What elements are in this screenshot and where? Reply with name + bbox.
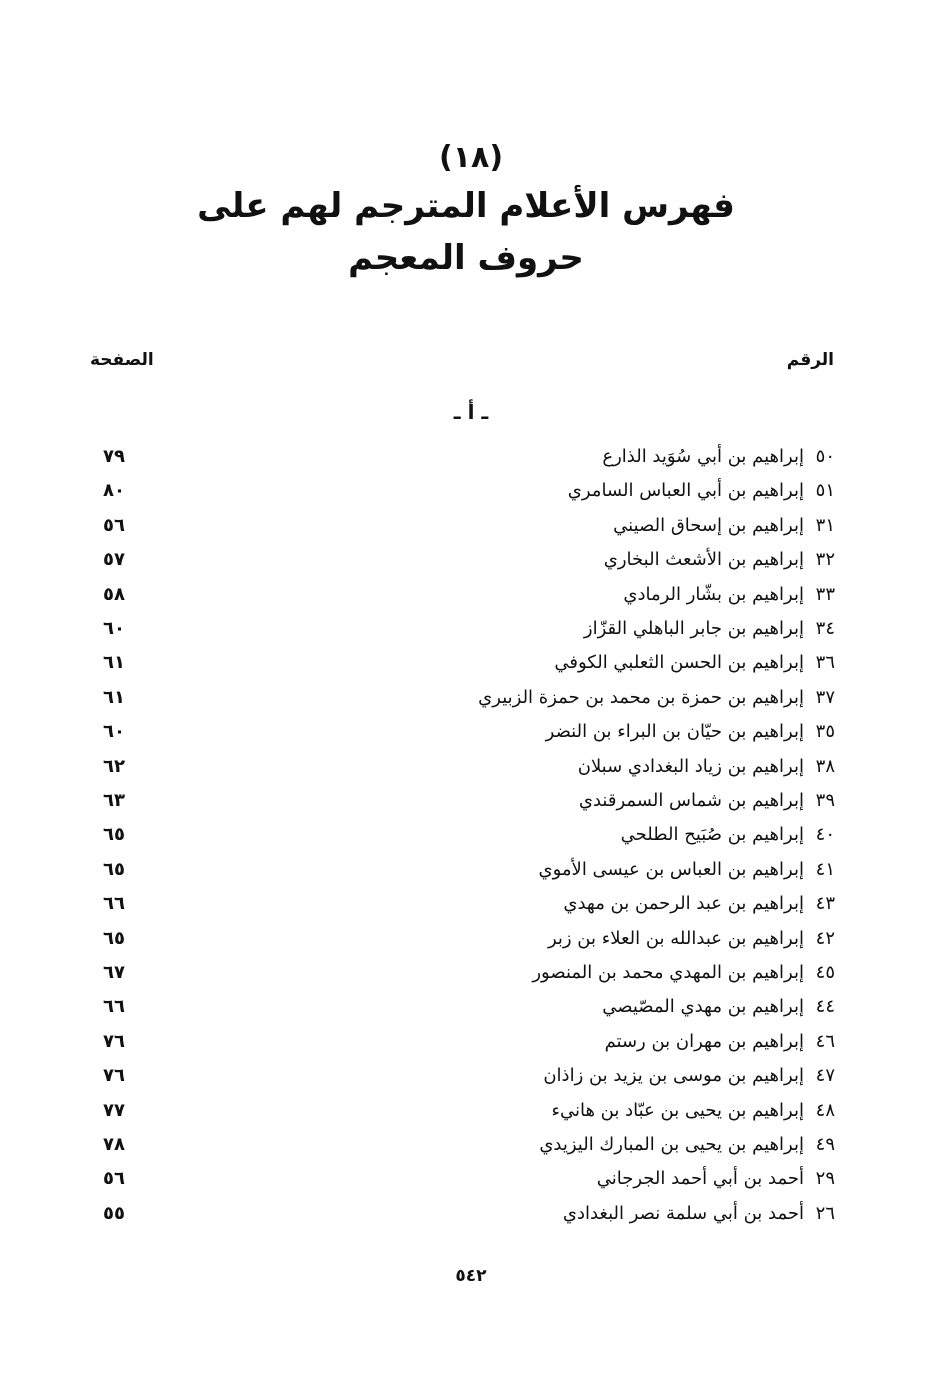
entry-number: ٣٦ [815,652,835,674]
entry-page: ٦٥ [103,858,125,880]
entry-page: ٦٦ [103,893,125,915]
entry-name: إبراهيم بن زياد البغدادي سبلان [577,755,804,777]
entry-page: ٧٨ [103,1134,125,1155]
entry-number: ٣٤ [815,618,835,639]
index-entry: ٣٥ إبراهيم بن حيّان بن البراء بن النضر ٦٠ [0,721,942,755]
entry-page: ٥٨ [103,583,125,605]
index-entry: ٣٣ إبراهيم بن بشّار الرمادي ٥٨ [0,584,942,618]
page-number: ٥٤٢ [455,1266,487,1286]
column-header-number: الرقم [786,350,834,370]
entry-number: ٥٠ [815,446,835,467]
entry-name: إبراهيم بن يحيى بن المبارك اليزيدي [539,1134,804,1155]
section-letter: ـ أ ـ [453,400,489,424]
index-entry: ٤٩ إبراهيم بن يحيى بن المبارك اليزيدي ٧٨ [0,1134,942,1168]
index-entry: ٥٠ إبراهيم بن أبي سُوَيد الذارع ٧٩ [0,446,942,480]
index-entry: ٣٢ إبراهيم بن الأشعث البخاري ٥٧ [0,549,942,583]
entry-number: ٤٢ [815,927,835,949]
entry-name: إبراهيم بن الأشعث البخاري [603,549,804,571]
entry-name: إبراهيم بن أبي العباس السامري [567,480,804,502]
entry-name: إبراهيم بن مهران بن رستم [604,1030,804,1052]
entry-page: ٦٦ [103,996,125,1018]
entry-name: إبراهيم بن شماس السمرقندي [578,790,804,811]
index-title: فهرس الأعلام المترجم لهم على [197,186,735,226]
index-entry: ٤٤ إبراهيم بن مهدي المصّيصي ٦٦ [0,996,942,1030]
entry-name: أحمد بن أبي أحمد الجرجاني [596,1168,804,1190]
entry-number: ٣٥ [815,721,835,743]
entry-number: ٤٣ [815,893,835,915]
entry-page: ٦٥ [103,927,125,949]
entry-page: ٦١ [103,652,125,674]
entry-name: إبراهيم بن المهدي محمد بن المنصور [532,962,804,983]
entry-number: ٣٧ [815,686,835,708]
entry-number: ٢٦ [815,1202,835,1224]
entry-number: ٣٢ [815,549,835,571]
entry-name: إبراهيم بن حمزة بن محمد بن حمزة الزبيري [478,686,804,708]
index-entry: ٢٦ أحمد بن أبي سلمة نصر البغدادي ٥٥ [0,1203,942,1237]
entry-page: ٦٧ [103,962,125,983]
column-header-page: الصفحة [90,350,154,370]
entry-page: ٥٥ [103,1202,125,1224]
entry-page: ٨٠ [103,480,125,502]
entry-page: ٧٧ [103,1099,125,1121]
entry-number: ٥١ [815,480,835,502]
entry-number: ٢٩ [815,1168,835,1190]
entry-number: ٣٣ [815,583,835,605]
index-entry: ٣٨ إبراهيم بن زياد البغدادي سبلان ٦٢ [0,756,942,790]
entry-page: ٦٥ [103,824,125,846]
index-entry: ٤٨ إبراهيم بن يحيى بن عبّاد بن هانيء ٧٧ [0,1100,942,1134]
index-entry: ٥١ إبراهيم بن أبي العباس السامري ٨٠ [0,480,942,514]
entry-name: إبراهيم بن أبي سُوَيد الذارع [602,446,804,467]
entry-page: ٦٢ [103,755,125,777]
entry-name: إبراهيم بن جابر الباهلي القزّاز [583,618,804,639]
entry-number: ٤٩ [815,1134,835,1155]
entry-name: إبراهيم بن عبد الرحمن بن مهدي [563,893,804,915]
entry-number: ٣١ [815,514,835,536]
entry-number: ٤٦ [815,1030,835,1052]
entry-number: ٤٨ [815,1099,835,1121]
entry-number: ٣٩ [815,790,835,811]
index-entry: ٤٣ إبراهيم بن عبد الرحمن بن مهدي ٦٦ [0,893,942,927]
entry-name: إبراهيم بن بشّار الرمادي [623,583,804,605]
entry-name: إبراهيم بن حيّان بن البراء بن النضر [545,721,804,743]
entry-page: ٦٠ [103,721,125,743]
entry-number: ٤٧ [815,1065,835,1087]
index-entry: ٤٢ إبراهيم بن عبدالله بن العلاء بن زبر ٦٥ [0,928,942,962]
entry-name: إبراهيم بن مهدي المصّيصي [602,996,804,1018]
entry-name: أحمد بن أبي سلمة نصر البغدادي [562,1202,804,1224]
index-entry: ٤١ إبراهيم بن العباس بن عيسى الأموي ٦٥ [0,859,942,893]
entry-page: ٥٦ [103,514,125,536]
entry-page: ٧٩ [103,446,125,467]
entry-number: ٤١ [815,858,835,880]
index-entry: ٣١ إبراهيم بن إسحاق الصيني ٥٦ [0,515,942,549]
entry-page: ٦٠ [103,618,125,639]
entry-number: ٤٥ [815,962,835,983]
entry-name: إبراهيم بن إسحاق الصيني [613,514,804,536]
entry-page: ٥٦ [103,1168,125,1190]
index-entry: ٢٩ أحمد بن أبي أحمد الجرجاني ٥٦ [0,1168,942,1202]
entry-page: ٦١ [103,686,125,708]
entry-name: إبراهيم بن عبدالله بن العلاء بن زبر [547,927,804,949]
entry-page: ٦٣ [103,790,125,811]
index-entry: ٣٦ إبراهيم بن الحسن الثعلبي الكوفي ٦١ [0,652,942,686]
index-number: (١٨) [438,140,504,175]
index-entry: ٣٤ إبراهيم بن جابر الباهلي القزّاز ٦٠ [0,618,942,652]
entry-name: إبراهيم بن موسى بن يزيد بن زاذان [543,1065,804,1087]
index-entry: ٤٧ إبراهيم بن موسى بن يزيد بن زاذان ٧٦ [0,1065,942,1099]
entry-page: ٧٦ [103,1030,125,1052]
index-entry: ٤٦ إبراهيم بن مهران بن رستم ٧٦ [0,1031,942,1065]
index-entry: ٤٠ إبراهيم بن صُبَيح الطلحي ٦٥ [0,824,942,858]
index-entry: ٣٩ إبراهيم بن شماس السمرقندي ٦٣ [0,790,942,824]
entry-page: ٧٦ [103,1065,125,1087]
index-entry: ٣٧ إبراهيم بن حمزة بن محمد بن حمزة الزبير… [0,687,942,721]
entry-name: إبراهيم بن يحيى بن عبّاد بن هانيء [551,1099,804,1121]
entry-page: ٥٧ [103,549,125,571]
entry-name: إبراهيم بن الحسن الثعلبي الكوفي [554,652,804,674]
entry-name: إبراهيم بن صُبَيح الطلحي [620,824,804,846]
index-entry: ٤٥ إبراهيم بن المهدي محمد بن المنصور ٦٧ [0,962,942,996]
entry-name: إبراهيم بن العباس بن عيسى الأموي [538,858,804,880]
entry-number: ٣٨ [815,755,835,777]
entry-number: ٤٠ [815,824,835,846]
entry-number: ٤٤ [815,996,835,1018]
index-subtitle: حروف المعجم [348,238,584,278]
